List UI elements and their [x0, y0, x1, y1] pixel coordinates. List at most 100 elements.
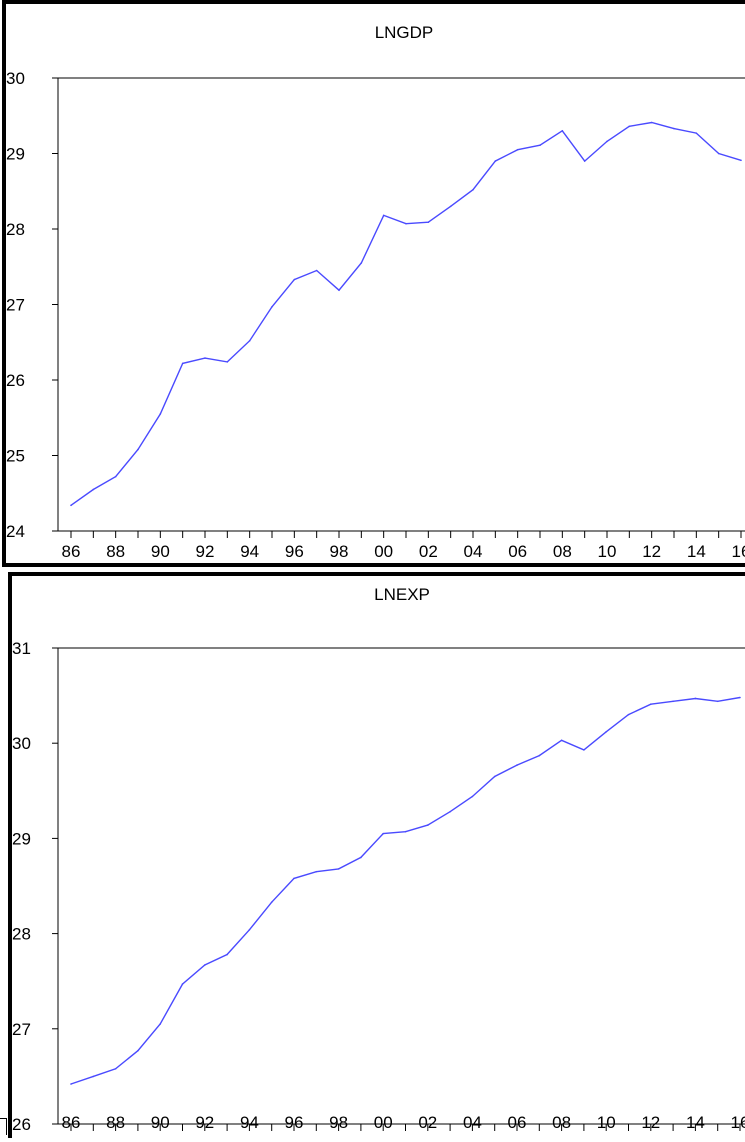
lnexp-x-tick-label: 06 — [508, 1113, 527, 1132]
lnexp-data-point — [70, 1083, 72, 1085]
lngdp-x-tick-label: 02 — [419, 542, 438, 561]
lngdp-data-point — [650, 121, 653, 124]
lngdp-chart-panel: LNGDP 24 25 26 27 28 29 30 86 88 90 92 94 96 98 00 02 04 0… — [2, 0, 745, 567]
lngdp-y-tick-label: 25 — [6, 447, 25, 466]
lnexp-x-tick-label: 86 — [62, 1113, 81, 1132]
lngdp-plot-frame — [57, 77, 745, 532]
lnexp-data-point — [694, 697, 697, 700]
lngdp-x-tick-label: 92 — [196, 542, 215, 561]
lnexp-y-tick-label: 26 — [12, 1115, 31, 1134]
lnexp-data-point — [159, 1023, 161, 1025]
lngdp-data-point — [606, 140, 608, 143]
lnexp-data-point — [181, 983, 184, 985]
lngdp-data-point — [449, 205, 452, 208]
lngdp-data-point — [405, 222, 407, 225]
lngdp-x-tick-label: 86 — [62, 542, 81, 561]
lnexp-data-point — [382, 832, 385, 835]
lnexp-x-tick-label: 00 — [374, 1113, 393, 1132]
lnexp-data-point — [427, 824, 429, 826]
lnexp-data-point — [270, 901, 273, 903]
lngdp-data-point — [516, 148, 519, 151]
lngdp-data-point — [360, 262, 363, 264]
lngdp-data-point — [494, 160, 497, 162]
lngdp-series-line — [70, 121, 742, 506]
lnexp-plot-frame — [57, 647, 745, 1125]
lnexp-data-point — [293, 877, 295, 880]
lnexp-y-tick-label: 27 — [12, 1020, 31, 1039]
lnexp-y-tick-label: 29 — [12, 829, 31, 848]
lngdp-data-point — [628, 125, 631, 128]
lngdp-x-tick-label: 96 — [285, 542, 304, 561]
lngdp-data-point — [181, 362, 184, 365]
lnexp-data-point — [137, 1049, 139, 1052]
lnexp-y-tick-label: 31 — [12, 639, 31, 658]
lngdp-x-tick-label: 00 — [374, 542, 393, 561]
lngdp-data-point — [673, 127, 675, 130]
lngdp-data-point — [695, 132, 698, 134]
lngdp-data-point — [472, 188, 474, 191]
lngdp-y-tick-label: 29 — [6, 145, 25, 164]
lnexp-data-point — [493, 775, 496, 778]
lngdp-data-point — [293, 278, 296, 281]
lngdp-y-tick-label: 24 — [6, 522, 25, 541]
lnexp-data-point — [538, 754, 541, 757]
lnexp-data-point — [471, 795, 474, 798]
lngdp-x-tick-label: 94 — [240, 542, 259, 561]
lngdp-x-tick-label: 06 — [508, 542, 527, 561]
lnexp-x-tick-label: 04 — [463, 1113, 482, 1132]
lnexp-x-tick-label: 14 — [686, 1113, 705, 1132]
lnexp-data-point — [92, 1075, 95, 1078]
lngdp-data-point — [159, 413, 162, 415]
lngdp-data-point — [315, 269, 318, 272]
lngdp-x-tick-label: 08 — [553, 542, 572, 561]
lngdp-data-point — [740, 159, 742, 162]
lngdp-x-tick-label: 90 — [151, 542, 170, 561]
lnexp-x-tick-label: 02 — [418, 1113, 437, 1132]
lngdp-x-tick-label: 04 — [464, 542, 483, 561]
lnexp-data-point — [360, 856, 362, 859]
lngdp-x-tick-label: 14 — [687, 542, 706, 561]
lnexp-data-point — [605, 730, 607, 733]
lngdp-data-point — [137, 448, 139, 451]
lnexp-data-point — [248, 928, 251, 931]
lngdp-y-tick-label: 26 — [6, 371, 25, 390]
lngdp-y-tick-label: 28 — [6, 220, 25, 239]
lngdp-data-point — [114, 475, 117, 478]
lngdp-data-point — [539, 144, 541, 146]
lnexp-x-tick-label: 98 — [329, 1113, 348, 1132]
lngdp-data-point — [92, 488, 95, 491]
lngdp-data-point — [717, 152, 720, 155]
lnexp-chart: LNEXP 26 27 28 29 30 31 86 88 90 92 94 96 98 00 02 04 06 0… — [12, 585, 745, 1134]
lnexp-data-point — [739, 696, 741, 699]
lngdp-data-point — [338, 289, 340, 291]
lngdp-data-point — [204, 357, 206, 359]
lnexp-x-tick-label: 96 — [285, 1113, 304, 1132]
lnexp-data-point — [650, 703, 652, 705]
lngdp-chart: LNGDP 24 25 26 27 28 29 30 86 88 90 92 94 96 98 00 02 04 0… — [6, 23, 745, 561]
lnexp-x-tick-label: 10 — [597, 1113, 616, 1132]
lngdp-data-point — [271, 305, 273, 308]
lngdp-data-point — [226, 361, 229, 363]
lngdp-data-point — [248, 339, 251, 342]
lnexp-data-point — [516, 764, 518, 766]
lnexp-x-tick-label: 08 — [552, 1113, 571, 1132]
lnexp-data-point — [404, 830, 407, 833]
lngdp-data-point — [561, 130, 564, 132]
lnexp-data-point — [315, 870, 318, 873]
lnexp-data-point — [627, 713, 630, 716]
lnexp-chart-panel: LNEXP 26 27 28 29 30 31 86 88 90 92 94 96 98 00 02 04 06 0… — [8, 572, 745, 1138]
lngdp-x-tick-label: 12 — [642, 542, 661, 561]
lnexp-y-tick-label: 30 — [12, 734, 31, 753]
lnexp-series-line — [70, 696, 741, 1085]
lnexp-x-tick-label: 94 — [240, 1113, 259, 1132]
lnexp-x-tick-label: 16 — [731, 1113, 745, 1132]
lngdp-data-point — [382, 214, 385, 217]
lnexp-x-tick-label: 90 — [151, 1113, 170, 1132]
lngdp-x-tick-label: 88 — [106, 542, 125, 561]
lnexp-x-tick-label: 92 — [195, 1113, 214, 1132]
lnexp-data-point — [226, 953, 228, 956]
lnexp-data-point — [114, 1067, 117, 1070]
lnexp-data-point — [204, 964, 206, 966]
lngdp-x-tick-label: 98 — [330, 542, 349, 561]
lngdp-title: LNGDP — [375, 23, 434, 42]
